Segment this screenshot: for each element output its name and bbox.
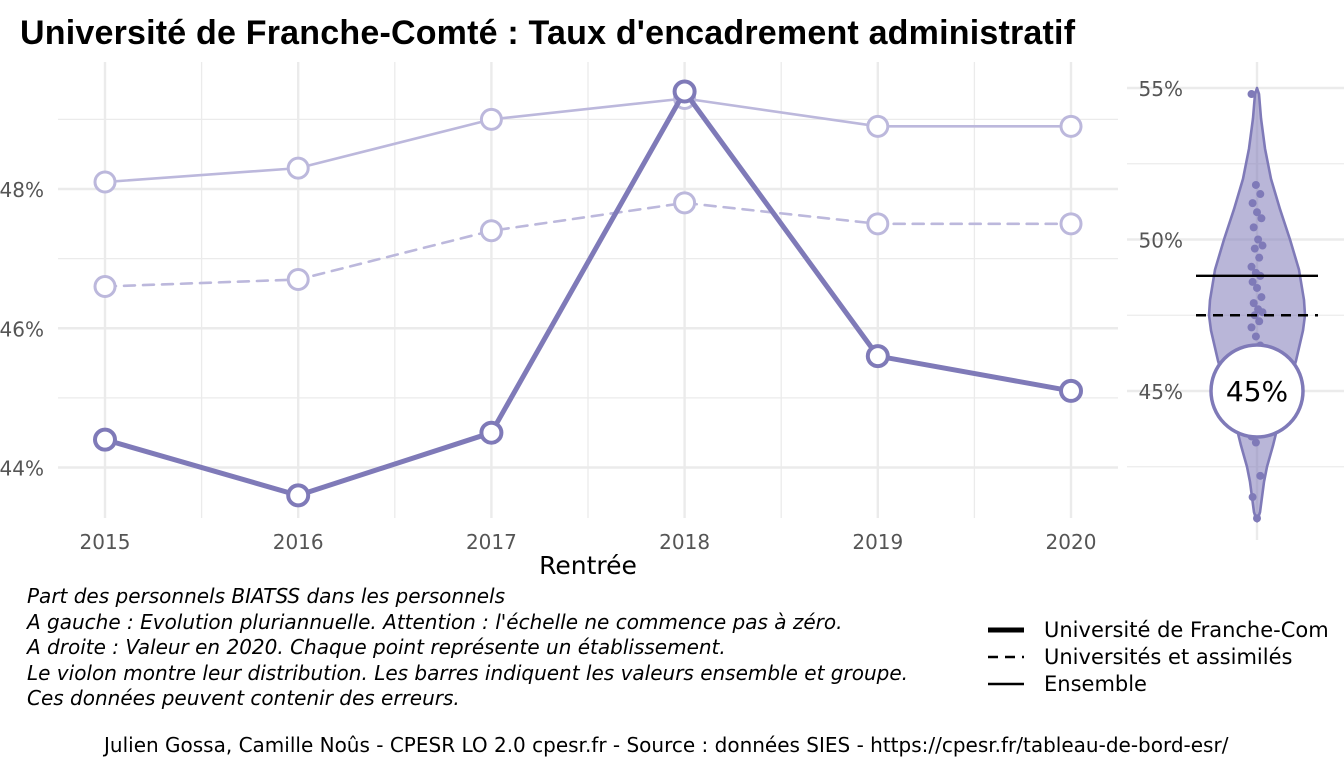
data-point xyxy=(286,483,311,508)
data-point xyxy=(673,191,697,215)
violin-point xyxy=(1249,223,1258,232)
legend-label: Ensemble xyxy=(1044,671,1147,696)
violin-point xyxy=(1248,277,1257,286)
x-tick-label: 2018 xyxy=(659,530,710,554)
x-tick-label: 2016 xyxy=(273,530,324,554)
violin-point xyxy=(1250,244,1259,253)
legend-swatch-thin xyxy=(988,682,1024,685)
series-line xyxy=(102,89,1074,498)
data-point xyxy=(286,268,310,292)
data-point xyxy=(93,170,117,194)
note-line: A gauche : Evolution pluriannuelle. Atte… xyxy=(27,609,843,634)
x-tick-label: 2020 xyxy=(1046,530,1097,554)
y-tick-label: 46% xyxy=(0,317,44,341)
legend-swatch-dashed xyxy=(988,655,1024,658)
violin-point xyxy=(1253,208,1261,217)
highlight-bubble xyxy=(1209,343,1305,439)
series-line xyxy=(103,201,1073,288)
data-point xyxy=(93,427,117,452)
note-line: Le violon montre leur distribution. Les … xyxy=(27,660,908,685)
note-line: Part des personnels BIATSS dans les pers… xyxy=(27,584,506,608)
legend: Université de Franche-Com Universités et… xyxy=(988,616,1329,697)
violin-point xyxy=(1248,493,1257,502)
violin-panel: 45% 50% 55% 45% xyxy=(1127,62,1344,540)
violin-point xyxy=(1251,180,1260,189)
y-tick-label: 44% xyxy=(0,457,44,481)
series-line xyxy=(103,97,1073,184)
x-tick-label: 2019 xyxy=(852,530,903,554)
data-point xyxy=(479,219,503,243)
legend-swatch-thick xyxy=(988,627,1024,632)
violin-point xyxy=(1256,190,1265,199)
data-point xyxy=(865,344,890,369)
y-tick-label: 50% xyxy=(1139,229,1183,253)
legend-entry: Ensemble xyxy=(988,670,1329,697)
data-point xyxy=(286,156,310,180)
data-point xyxy=(479,420,504,445)
legend-entry: Universités et assimilés xyxy=(988,643,1329,670)
x-tick-label: 2017 xyxy=(466,530,517,554)
data-point xyxy=(1059,378,1083,403)
chart-title: Université de Franche-Comté : Taux d'enc… xyxy=(20,14,1076,52)
violin-point xyxy=(1247,323,1256,332)
data-point xyxy=(1059,212,1083,236)
violin-point xyxy=(1255,253,1264,262)
legend-entry: Université de Franche-Com xyxy=(988,616,1329,643)
data-point xyxy=(479,107,503,131)
y-tick-label: 45% xyxy=(1139,380,1183,404)
highlight-label: 45% xyxy=(1226,375,1288,408)
violin-point xyxy=(1257,293,1266,302)
violin-point xyxy=(1256,471,1265,480)
chart-notes: Part des personnels BIATSS dans les pers… xyxy=(27,584,908,712)
violin-point xyxy=(1247,262,1256,271)
violin-point xyxy=(1251,438,1260,447)
line-panel: 44% 46% 48% 2015 2016 2017 2018 2019 2020 Rentrée xyxy=(0,62,1118,580)
violin-point xyxy=(1253,283,1261,292)
violin-point xyxy=(1258,241,1267,250)
x-axis-title: Rentrée xyxy=(539,551,637,580)
note-line: A droite : Valeur en 2020. Chaque point … xyxy=(27,635,726,659)
data-point xyxy=(866,114,890,138)
legend-label: Université de Franche-Com xyxy=(1044,617,1329,642)
data-point xyxy=(93,274,117,298)
x-tick-label: 2015 xyxy=(80,530,131,554)
violin-point xyxy=(1251,332,1260,341)
note-line: Ces données peuvent contenir des erreurs… xyxy=(27,686,460,710)
data-point xyxy=(866,212,890,236)
data-point xyxy=(1059,114,1083,138)
data-point xyxy=(672,79,697,104)
y-tick-label: 55% xyxy=(1139,77,1183,101)
chart-canvas: 44% 46% 48% 2015 2016 2017 2018 2019 2020 Rentrée… xyxy=(0,62,1344,580)
violin-point xyxy=(1255,317,1264,326)
violin-point xyxy=(1257,214,1266,223)
source-caption: Julien Gossa, Camille Noûs - CPESR LO 2.… xyxy=(104,733,1229,757)
violin-point xyxy=(1254,235,1263,244)
y-tick-label: 48% xyxy=(0,178,44,202)
violin-point xyxy=(1247,90,1256,99)
legend-label: Universités et assimilés xyxy=(1044,644,1293,669)
violin-point xyxy=(1249,299,1258,308)
violin-point xyxy=(1253,514,1261,523)
violin-point xyxy=(1248,199,1257,208)
